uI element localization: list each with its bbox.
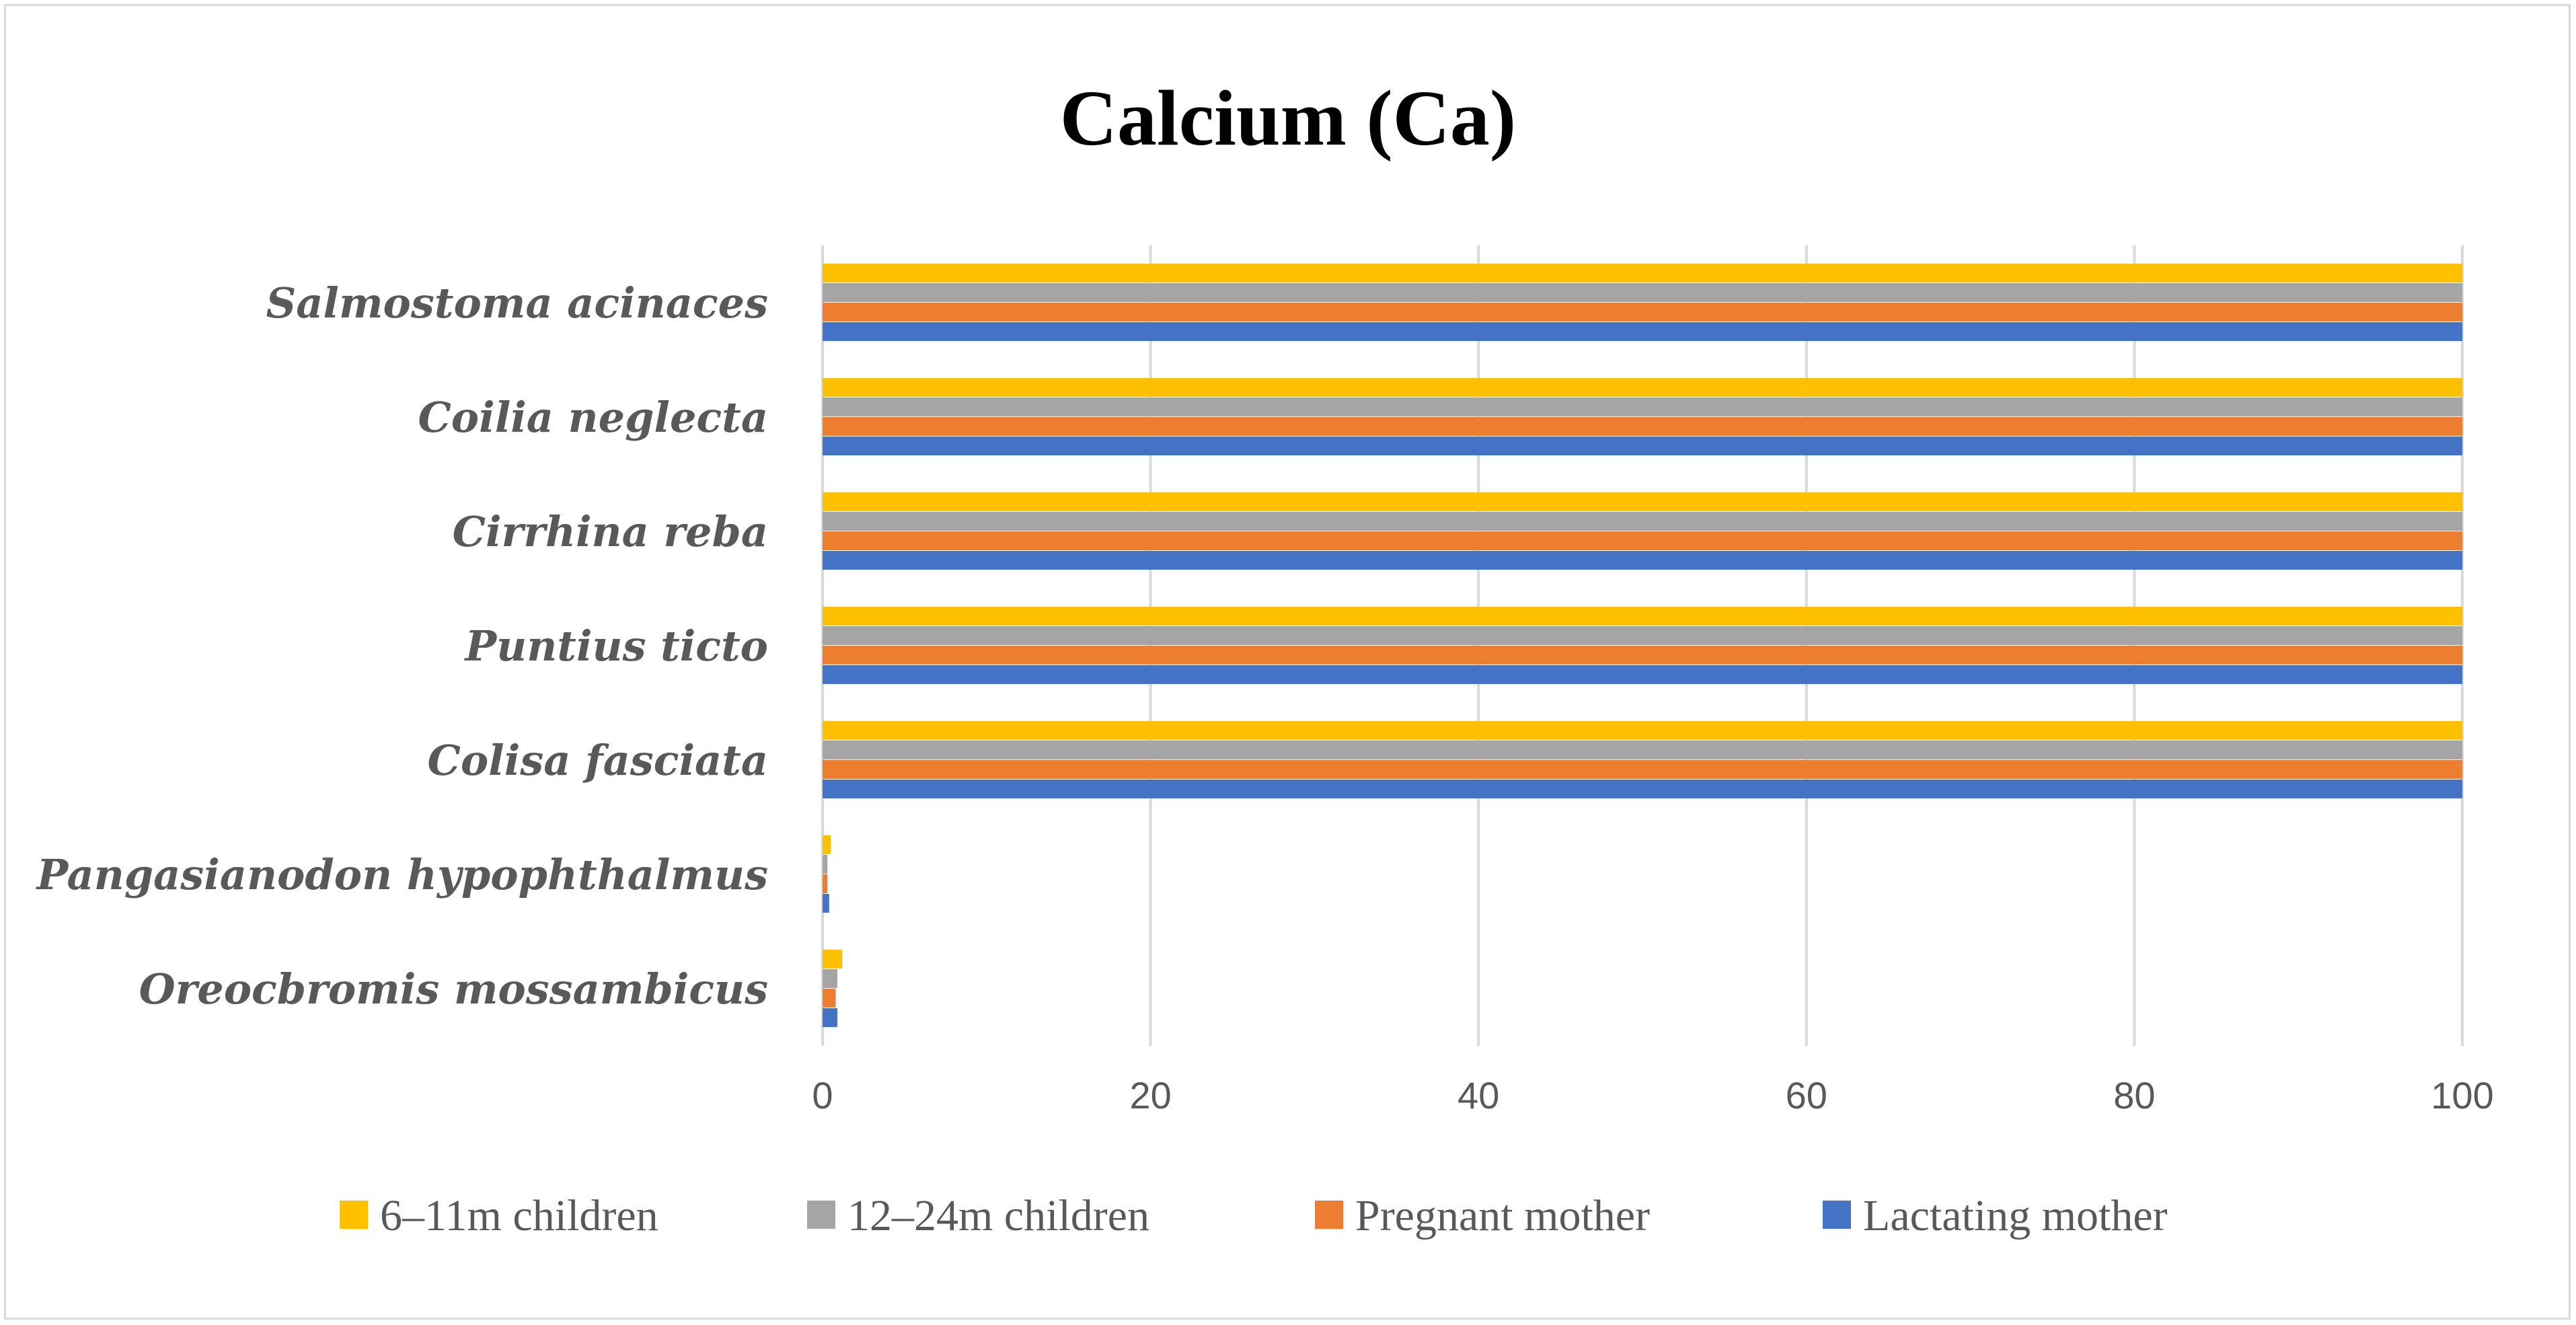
bar: [823, 607, 2462, 626]
category-label: Colisa fasciata: [427, 736, 768, 785]
bar: [823, 969, 837, 988]
bar: [823, 874, 828, 893]
bar: [823, 780, 2462, 798]
category-label: Cirrhina reba: [453, 507, 768, 556]
bar: [823, 417, 2462, 436]
x-tick-label: 60: [1786, 1074, 1827, 1116]
x-tick-label: 20: [1129, 1074, 1171, 1116]
bar: [823, 760, 2462, 779]
x-tick-label: 80: [2113, 1074, 2155, 1116]
category-labels: Salmostoma acinaces Coilia neglecta Cirrhi…: [36, 278, 768, 1014]
category-label: Oreocbromis mossambicus: [139, 964, 768, 1014]
bar: [823, 646, 2462, 665]
bar: [823, 283, 2462, 302]
bar: [823, 835, 831, 854]
category-label: Pangasianodon hypophthalmus: [36, 850, 768, 899]
category-label: Puntius ticto: [464, 621, 768, 671]
bar: [823, 894, 829, 913]
legend-label: 12–24m children: [847, 1191, 1149, 1240]
legend-swatch: [340, 1201, 368, 1229]
bar: [823, 322, 2462, 341]
chart-title: Calcium (Ca): [1060, 74, 1516, 162]
legend-swatch: [1823, 1201, 1851, 1229]
bar: [823, 950, 843, 969]
bar: [823, 626, 2462, 645]
bars: [823, 264, 2462, 1027]
bar: [823, 303, 2462, 321]
legend-label: 6–11m children: [380, 1191, 658, 1240]
x-axis-tick-labels: 0 20 40 60 80 100: [812, 1074, 2493, 1116]
bar: [823, 437, 2462, 455]
bar: [823, 855, 828, 874]
bar: [823, 531, 2462, 550]
bar: [823, 398, 2462, 416]
legend-label: Lactating mother: [1863, 1191, 2168, 1240]
category-label: Coilia neglecta: [418, 393, 768, 442]
legend: 6–11m children 12–24m children Pregnant mo…: [340, 1191, 2168, 1240]
legend-swatch: [807, 1201, 835, 1229]
bar: [823, 264, 2462, 282]
category-label: Salmostoma acinaces: [266, 278, 768, 328]
bar: [823, 741, 2462, 759]
bar: [823, 1008, 837, 1027]
bar: [823, 665, 2462, 684]
x-tick-label: 100: [2431, 1074, 2493, 1116]
bar: [823, 989, 836, 1008]
bar: [823, 721, 2462, 740]
bar: [823, 378, 2462, 397]
legend-label: Pregnant mother: [1355, 1191, 1650, 1240]
bar: [823, 512, 2462, 531]
x-tick-label: 0: [812, 1074, 833, 1116]
legend-swatch: [1315, 1201, 1343, 1229]
x-tick-label: 40: [1457, 1074, 1499, 1116]
bar: [823, 492, 2462, 511]
bar: [823, 551, 2462, 570]
